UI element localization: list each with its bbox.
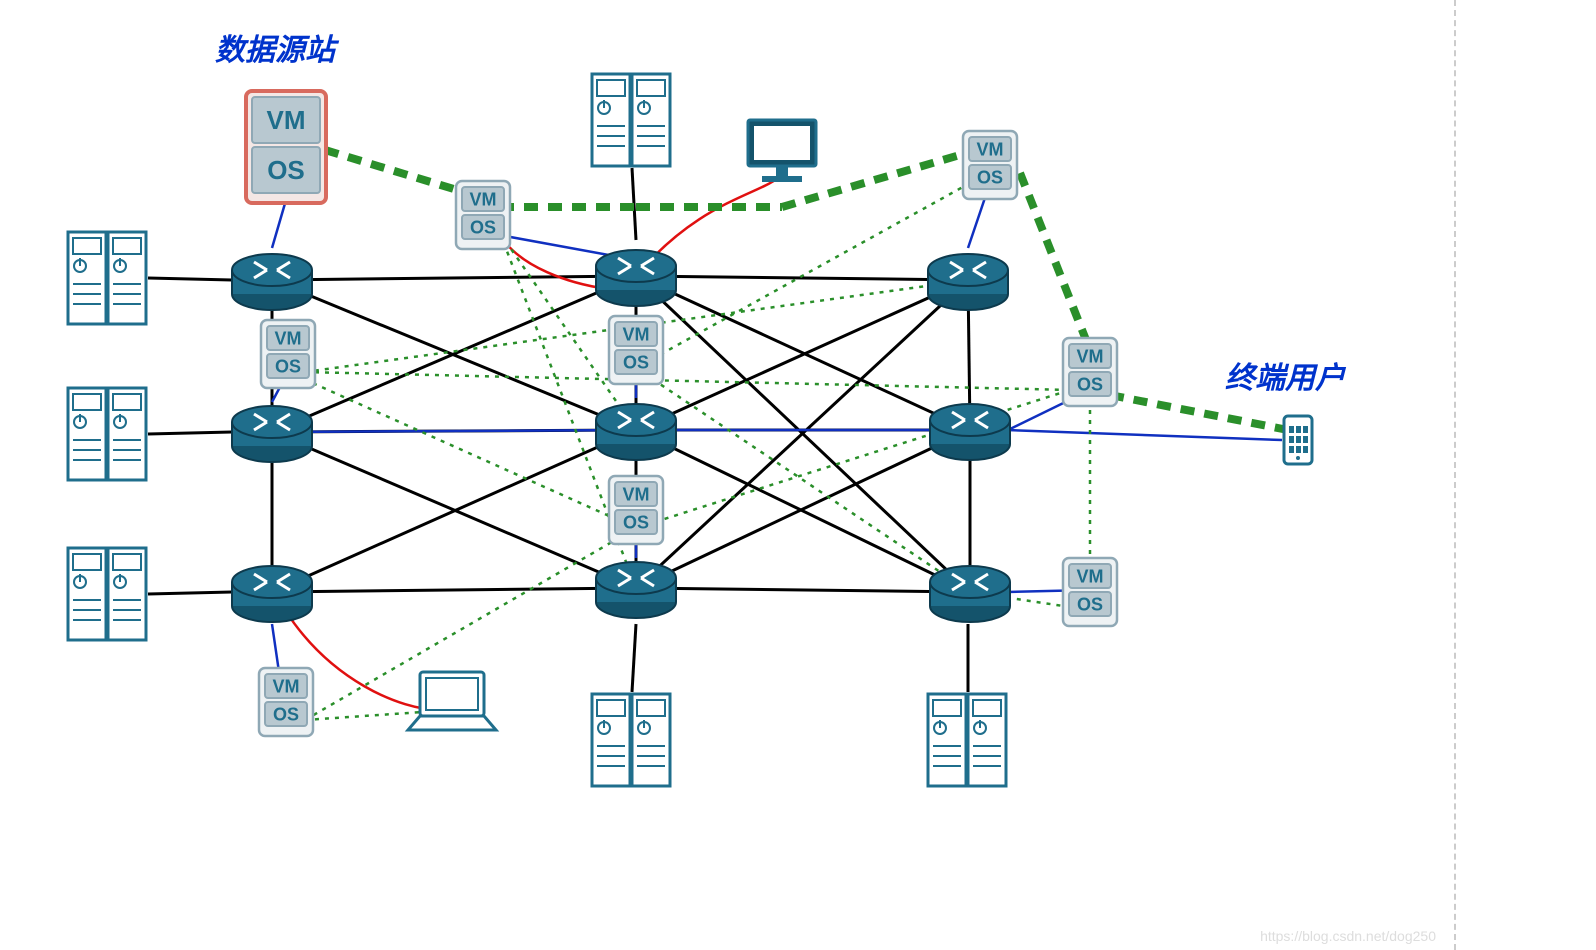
edge-physical — [272, 276, 636, 280]
vm-label: VM — [470, 189, 497, 209]
edges-layer — [148, 150, 1288, 720]
edge-physical — [272, 588, 636, 592]
router-icon — [232, 566, 312, 622]
router-icon — [930, 404, 1010, 460]
vm-label: VM — [267, 105, 306, 135]
server-icon — [68, 548, 146, 640]
vmos-icon: VM OS — [609, 476, 663, 544]
edge-overlay — [636, 368, 970, 592]
os-label: OS — [623, 512, 649, 532]
os-label: OS — [1077, 594, 1103, 614]
server-icon — [68, 388, 146, 480]
vmos-icon: VM OS — [246, 91, 326, 203]
label-source: 数据源站 — [215, 34, 340, 67]
vm-label: VM — [623, 324, 650, 344]
os-label: OS — [267, 155, 305, 185]
edge-main-path — [1020, 173, 1090, 350]
vmos-icon: VM OS — [456, 181, 510, 249]
vmos-icon: VM OS — [963, 131, 1017, 199]
os-label: OS — [1077, 374, 1103, 394]
router-icon — [596, 404, 676, 460]
router-icon — [232, 406, 312, 462]
watermark: https://blog.csdn.net/dog250 — [1260, 928, 1436, 944]
router-icon — [596, 562, 676, 618]
monitor-icon — [748, 120, 816, 182]
vmos-icon: VM OS — [1063, 338, 1117, 406]
server-icon — [592, 694, 670, 786]
edge-physical — [632, 624, 636, 692]
os-label: OS — [977, 167, 1003, 187]
server-icon — [68, 232, 146, 324]
router-icon — [928, 254, 1008, 310]
edge-physical — [148, 278, 232, 280]
os-label: OS — [275, 356, 301, 376]
server-icon — [928, 694, 1006, 786]
laptop-icon — [408, 672, 496, 730]
edge-direct — [1006, 430, 1282, 440]
os-label: OS — [623, 352, 649, 372]
server-icon — [592, 74, 670, 166]
vm-label: VM — [1077, 566, 1104, 586]
edge-overlay — [305, 372, 1070, 390]
vm-label: VM — [273, 676, 300, 696]
edge-physical — [636, 588, 970, 592]
os-label: OS — [273, 704, 299, 724]
os-label: OS — [470, 217, 496, 237]
edge-main-path — [1110, 395, 1288, 430]
vmos-icon: VM OS — [261, 320, 315, 388]
page-margin-guide — [1454, 0, 1456, 950]
label-enduser: 终端用户 — [1225, 362, 1347, 395]
vm-label: VM — [977, 139, 1004, 159]
vmos-icon: VM OS — [259, 668, 313, 736]
vmos-icon: VM OS — [1063, 558, 1117, 626]
phone-icon — [1284, 416, 1312, 464]
vm-label: VM — [1077, 346, 1104, 366]
vmos-icon: VM OS — [609, 316, 663, 384]
edge-physical — [148, 592, 232, 594]
router-icon — [596, 250, 676, 306]
router-icon — [930, 566, 1010, 622]
vm-label: VM — [623, 484, 650, 504]
router-icon — [232, 254, 312, 310]
vm-label: VM — [275, 328, 302, 348]
edge-physical — [148, 432, 232, 434]
edge-direct — [272, 200, 286, 248]
edge-overlay — [636, 390, 1070, 528]
